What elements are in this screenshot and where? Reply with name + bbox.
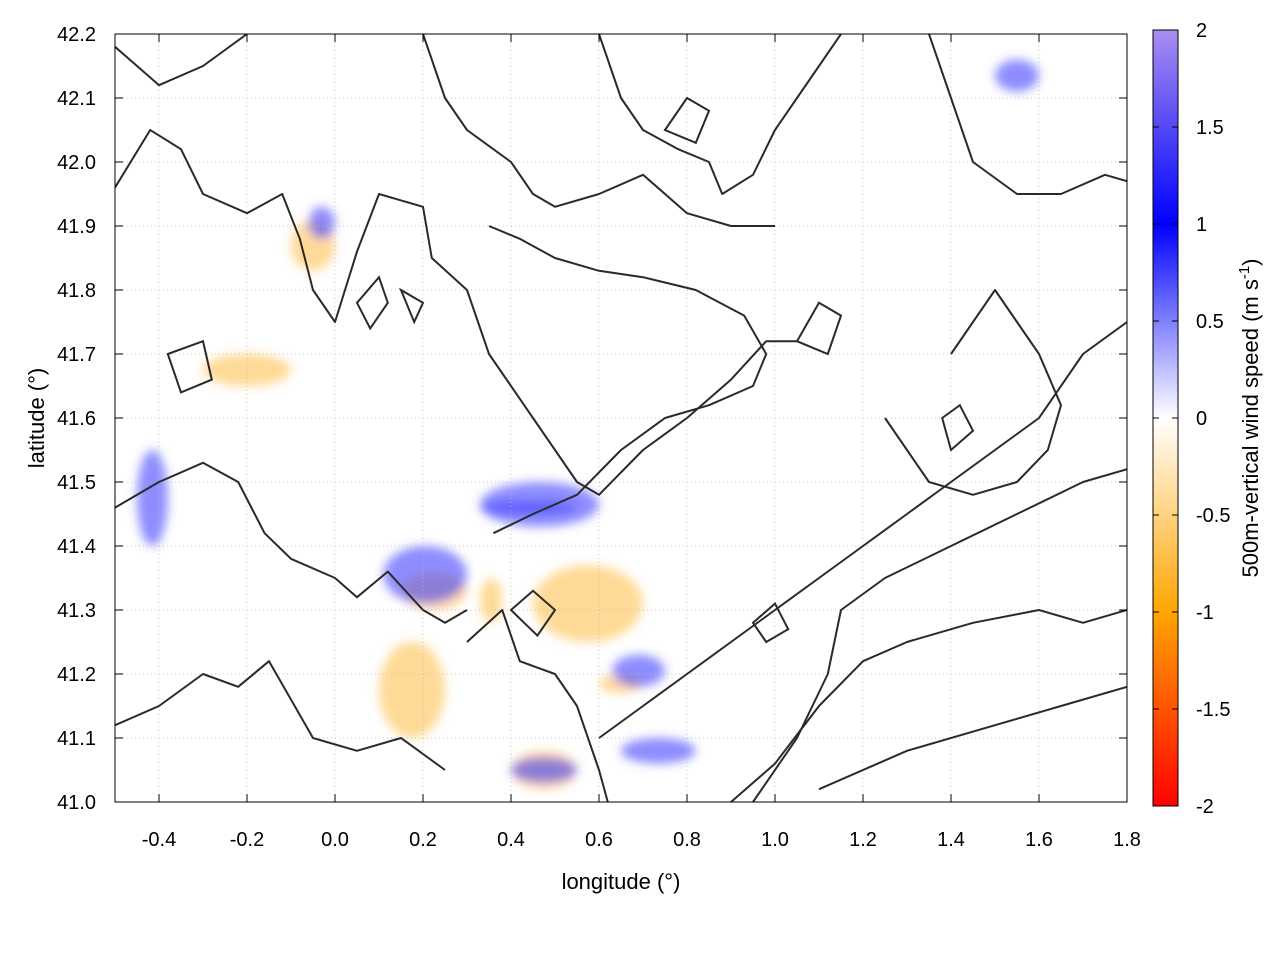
colorbar-label-end: ) <box>1238 258 1263 265</box>
x-tick-label-8: 1.2 <box>849 829 877 851</box>
closed-contour-2 <box>941 403 975 452</box>
contour-line-11 <box>884 289 1062 496</box>
colorbar-tick-label-2: -1 <box>1196 602 1214 624</box>
positive-band-7 <box>137 450 168 546</box>
colorbar-tick-label-3: -0.5 <box>1196 505 1230 527</box>
y-tick-label-12: 42.2 <box>57 24 96 46</box>
closed-contour-1 <box>795 301 843 356</box>
positive-band-1 <box>480 501 577 514</box>
y-axis-label: latitude (°) <box>24 368 49 469</box>
x-tick-label-6: 0.8 <box>673 829 701 851</box>
closed-contour-4 <box>398 287 425 325</box>
contour-line-1 <box>115 660 446 771</box>
colorbar-tick-label-5: 0.5 <box>1196 311 1224 333</box>
y-tick-label-1: 41.1 <box>57 728 96 750</box>
positive-band-6 <box>308 206 335 239</box>
y-tick-label-8: 41.8 <box>57 280 96 302</box>
y-tick-label-5: 41.5 <box>57 472 96 494</box>
terrain-contours <box>115 34 1127 802</box>
y-tick-label-10: 42.0 <box>57 152 96 174</box>
contour-line-0 <box>115 461 468 624</box>
contour-line-2 <box>115 129 797 496</box>
colorbar-label-text: 500m-vertical wind speed (m s <box>1238 279 1263 577</box>
field-blur-group <box>137 59 1039 790</box>
contour-line-10 <box>928 34 1127 195</box>
y-tick-label-2: 41.2 <box>57 664 96 686</box>
contour-line-4 <box>598 321 1127 739</box>
y-tick-label-4: 41.4 <box>57 536 96 558</box>
x-tick-label-3: 0.2 <box>409 829 437 851</box>
y-tick-label-6: 41.6 <box>57 408 96 430</box>
colorbar-tick-label-7: 1.5 <box>1196 117 1224 139</box>
contour-line-9 <box>598 34 842 195</box>
closed-contour-7 <box>751 602 790 644</box>
contour-line-3 <box>488 225 768 535</box>
contour-line-8 <box>422 34 775 227</box>
axis-ticks: -0.4 -0.2 0.0 0.2 0.4 0.6 0.8 1.0 1.2 1.4 1.6 1.8 41… <box>57 24 1141 851</box>
x-tick-label-7: 1.0 <box>761 829 789 851</box>
colorbar-label-superscript: -1 <box>1236 266 1253 279</box>
colorbar-tick-label-0: -2 <box>1196 796 1214 818</box>
negative-band-7 <box>379 642 445 738</box>
colorbar-tick-label-6: 1 <box>1196 214 1207 236</box>
contour-line-7 <box>818 685 1127 791</box>
positive-band-2 <box>383 546 468 604</box>
y-tick-label-11: 42.1 <box>57 88 96 110</box>
colorbar-tick-label-4: 0 <box>1196 408 1207 430</box>
positive-band-5 <box>621 738 696 764</box>
x-tick-label-1: -0.2 <box>230 829 264 851</box>
closed-contour-0 <box>355 275 389 331</box>
x-tick-label-2: 0.0 <box>321 829 349 851</box>
closed-contour-6 <box>509 589 557 638</box>
positive-band-8 <box>995 59 1039 92</box>
closed-contour-5 <box>663 96 711 145</box>
x-tick-label-4: 0.4 <box>497 829 525 851</box>
vertical-wind-field <box>137 59 1039 790</box>
x-tick-label-11: 1.8 <box>1113 829 1141 851</box>
y-tick-label-3: 41.3 <box>57 600 96 622</box>
positive-band-4 <box>511 757 577 783</box>
x-tick-label-5: 0.6 <box>585 829 613 851</box>
contour-line-12 <box>115 34 248 87</box>
closed-contour-3 <box>166 339 213 394</box>
colorbar-ticks: -2 -1.5 -1 -0.5 0 0.5 1 1.5 2 <box>1153 20 1230 818</box>
x-tick-label-9: 1.4 <box>937 829 965 851</box>
positive-band-3 <box>612 654 665 687</box>
colorbar-tick-label-8: 2 <box>1196 20 1207 42</box>
contour-line-5 <box>752 468 1127 802</box>
x-axis-label: longitude (°) <box>562 869 681 894</box>
contour-line-6 <box>730 609 1127 802</box>
colorbar-label: 500m-vertical wind speed (m s-1) <box>1236 258 1263 577</box>
y-tick-label-9: 41.9 <box>57 216 96 238</box>
x-tick-label-0: -0.4 <box>142 829 176 851</box>
negative-band-5 <box>533 565 643 642</box>
contour-line-13 <box>466 609 609 802</box>
y-tick-label-0: 41.0 <box>57 792 96 814</box>
y-tick-label-7: 41.7 <box>57 344 96 366</box>
x-tick-label-10: 1.6 <box>1025 829 1053 851</box>
negative-band-0 <box>480 578 503 623</box>
colorbar-tick-label-1: -1.5 <box>1196 699 1230 721</box>
